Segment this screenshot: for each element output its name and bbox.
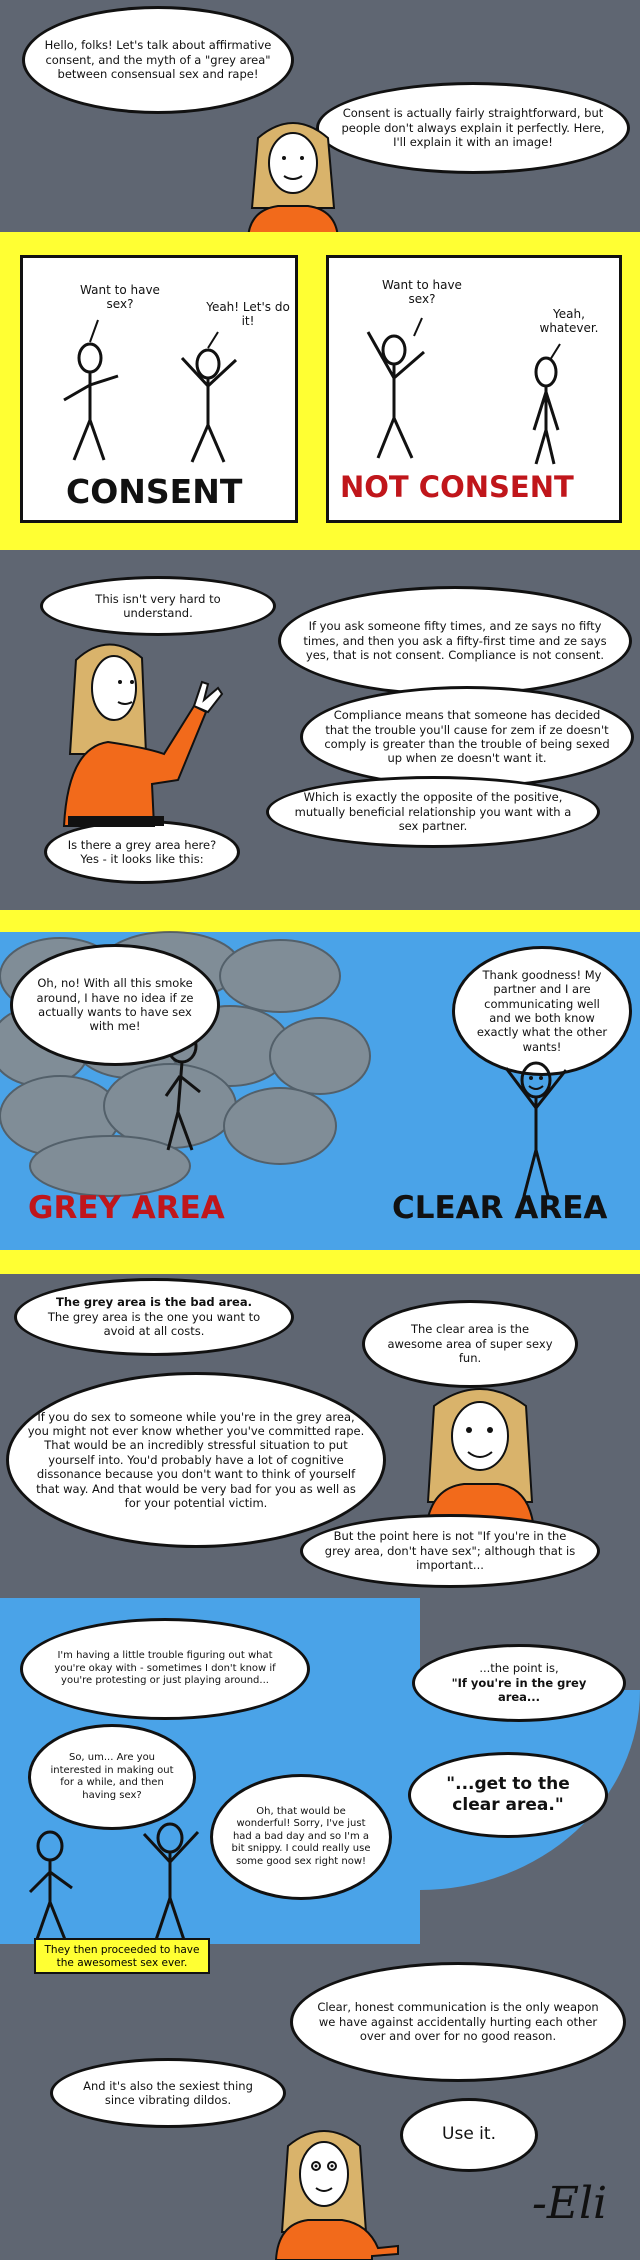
explain-bubble-fifty-times-text: If you ask someone fifty times, and ze s… (303, 619, 607, 663)
not-consent-question-text: Want to have sex? (382, 278, 462, 307)
bad-area-bubble-bold: The grey area is the bad area. (56, 1295, 252, 1310)
consent-question-text: Want to have sex? (80, 283, 160, 312)
intro-bubble-hello-text: Hello, folks! Let's talk about affirmati… (44, 38, 272, 82)
intro-bubble-straightforward-text: Consent is actually fairly straightforwa… (341, 106, 605, 150)
conversation-answer-bubble: Oh, that would be wonderful! Sorry, I've… (210, 1774, 392, 1900)
signature-text: -Eli (532, 2178, 608, 2229)
not-consent-question: Want to have sex? (382, 278, 462, 307)
clear-area-bubble: Thank goodness! My partner and I are com… (452, 946, 632, 1076)
explain-bubble-fifty-times: If you ask someone fifty times, and ze s… (278, 586, 632, 696)
narrator-explain-figure (62, 643, 224, 827)
clear-area-label: CLEAR AREA (392, 1190, 607, 1226)
not-consent-answer: Yeah, whatever. (528, 307, 610, 336)
explain-bubble-easy-text: This isn't very hard to understand. (95, 591, 221, 620)
consent-answer-text: Yeah! Let's do it! (206, 300, 290, 329)
grey-area-bubble: Oh, no! With all this smoke around, I ha… (10, 944, 220, 1066)
conversation-caption-text: They then proceeded to have the awesomes… (44, 1944, 200, 1970)
clear-area-fun-bubble: The clear area is the awesome area of su… (362, 1300, 578, 1388)
explain-bubble-compliance-text: Compliance means that someone has decide… (324, 708, 610, 766)
point-is-bold: "If you're in the grey area... (451, 1675, 587, 1705)
point-is-bubble-content: ...the point is, "If you're in the grey … (433, 1661, 605, 1704)
intro-bubble-hello: Hello, folks! Let's talk about affirmati… (22, 6, 294, 114)
bad-area-bubble: The grey area is the bad area. The grey … (14, 1278, 294, 1356)
bad-area-bubble-content: The grey area is the bad area. The grey … (35, 1295, 273, 1338)
conversation-caption: They then proceeded to have the awesomes… (34, 1938, 210, 1974)
get-to-clear-bubble: "...get to the clear area." (408, 1752, 608, 1838)
explain-bubble-grey-question-text: Is there a grey area here? Yes - it look… (67, 837, 217, 866)
point-is-plain: ...the point is, (479, 1661, 559, 1676)
conversation-stick-figures (28, 1822, 200, 1943)
closing-communication-bubble-text: Clear, honest communication is the only … (317, 2000, 599, 2044)
conversation-trouble-bubble: I'm having a little trouble figuring out… (20, 1618, 310, 1720)
not-consent-label-text: NOT CONSENT (340, 470, 574, 504)
consent-label: CONSENT (66, 472, 242, 511)
conversation-question-bubble: So, um... Are you interested in making o… (28, 1724, 196, 1830)
explain-bubble-opposite: Which is exactly the opposite of the pos… (266, 776, 600, 848)
consent-label-text: CONSENT (66, 472, 243, 511)
closing-use-it-bubble: Use it. (400, 2098, 538, 2172)
explain-bubble-opposite-text: Which is exactly the opposite of the pos… (294, 790, 572, 834)
narrator-bad-area-figure (424, 1388, 536, 1531)
point-bubble-text: But the point here is not "If you're in … (324, 1529, 576, 1573)
clear-area-stick-figure (504, 1061, 568, 1197)
point-is-bubble: ...the point is, "If you're in the grey … (412, 1644, 626, 1722)
closing-communication-bubble: Clear, honest communication is the only … (290, 1962, 626, 2082)
conversation-trouble-bubble-text: I'm having a little trouble figuring out… (54, 1650, 276, 1687)
closing-sexiest-bubble-text: And it's also the sexiest thing since vi… (83, 2078, 253, 2107)
intro-bubble-straightforward: Consent is actually fairly straightforwa… (316, 82, 630, 174)
explain-bubble-grey-question: Is there a grey area here? Yes - it look… (44, 820, 240, 884)
closing-use-it-bubble-text: Use it. (442, 2124, 496, 2145)
consent-stick-figures (63, 319, 238, 463)
not-consent-answer-text: Yeah, whatever. (539, 307, 599, 336)
not-consent-panel (326, 255, 622, 523)
explain-bubble-easy: This isn't very hard to understand. (40, 576, 276, 636)
consent-question: Want to have sex? (80, 283, 160, 312)
clear-area-fun-bubble-text: The clear area is the awesome area of su… (387, 1322, 553, 1366)
narrator-intro-figure (246, 122, 340, 239)
grey-area-risk-bubble-text: If you do sex to someone while you're in… (27, 1409, 365, 1510)
clear-area-label-text: CLEAR AREA (392, 1190, 608, 1226)
closing-sexiest-bubble: And it's also the sexiest thing since vi… (50, 2058, 286, 2128)
point-bubble: But the point here is not "If you're in … (300, 1514, 600, 1588)
not-consent-stick-figures (366, 317, 561, 465)
narrator-closing-figure (274, 2130, 399, 2260)
get-to-clear-bubble-text: "...get to the clear area." (446, 1773, 570, 1815)
grey-area-bubble-text: Oh, no! With all this smoke around, I ha… (36, 976, 194, 1034)
conversation-question-bubble-text: So, um... Are you interested in making o… (50, 1752, 174, 1801)
grey-area-label-text: GREY AREA (28, 1190, 225, 1226)
not-consent-label: NOT CONSENT (340, 470, 574, 504)
clear-area-bubble-text: Thank goodness! My partner and I are com… (476, 967, 608, 1054)
explain-bubble-compliance: Compliance means that someone has decide… (300, 686, 634, 788)
consent-panel (20, 255, 298, 523)
conversation-answer-bubble-text: Oh, that would be wonderful! Sorry, I've… (231, 1805, 371, 1867)
grey-area-risk-bubble: If you do sex to someone while you're in… (6, 1372, 386, 1548)
grey-area-label: GREY AREA (28, 1190, 225, 1226)
consent-answer: Yeah! Let's do it! (202, 300, 294, 329)
bad-area-bubble-rest: The grey area is the one you want to avo… (47, 1309, 261, 1339)
signature: -Eli (532, 2178, 607, 2229)
